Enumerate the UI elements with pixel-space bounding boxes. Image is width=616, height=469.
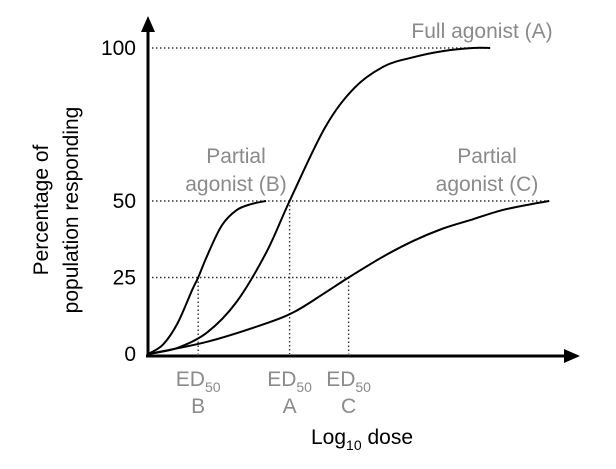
label-full-agonist: Full agonist (A) (411, 20, 552, 43)
ed50-label-b: ED50 (176, 368, 221, 395)
y-tick-labels: 0 25 50 100 (101, 37, 136, 366)
label-partial-agonist-b: Partial agonist (B) (185, 145, 287, 196)
ed50-letter-a: A (283, 395, 297, 418)
ed50-letter-c: C (341, 395, 356, 418)
reference-lines (148, 47, 550, 354)
series-labels: Full agonist (A) Partial agonist (B) Partia… (185, 20, 552, 196)
curves (147, 46, 550, 355)
x-axis-arrow-icon (564, 349, 580, 363)
y-tick-label: 0 (124, 343, 136, 366)
y-axis-label: Percentage of population responding (30, 107, 83, 314)
y-tick-label: 50 (113, 190, 136, 213)
curve-full (147, 46, 491, 355)
ed50-letter-b: B (191, 395, 205, 418)
ed50-label-a: ED50 (267, 368, 312, 395)
y-axis-arrow-icon (141, 16, 155, 32)
x-axis-label: Log10 dose (311, 426, 413, 453)
ed50-label-c: ED50 (326, 368, 371, 395)
y-tick-label: 100 (101, 37, 136, 60)
curve-partC (147, 200, 550, 355)
curve-partB (147, 200, 267, 355)
label-partial-agonist-c: Partial agonist (C) (436, 145, 539, 196)
y-tick-label: 25 (113, 267, 136, 290)
